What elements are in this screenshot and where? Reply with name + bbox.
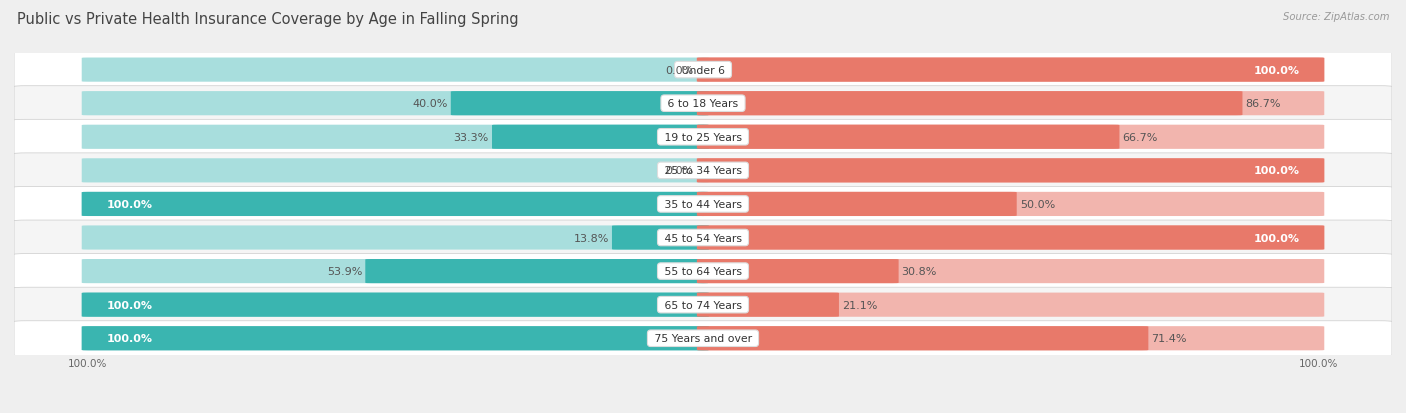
FancyBboxPatch shape [492,126,709,150]
FancyBboxPatch shape [82,326,709,351]
FancyBboxPatch shape [82,226,709,250]
Text: 0.0%: 0.0% [665,166,693,176]
FancyBboxPatch shape [697,126,1324,150]
FancyBboxPatch shape [697,92,1324,116]
FancyBboxPatch shape [14,154,1392,188]
FancyBboxPatch shape [697,159,1324,183]
Text: Source: ZipAtlas.com: Source: ZipAtlas.com [1282,12,1389,22]
FancyBboxPatch shape [82,326,709,351]
Text: 100.0%: 100.0% [107,199,152,209]
Text: 71.4%: 71.4% [1152,333,1187,344]
FancyBboxPatch shape [697,259,1324,283]
Text: 53.9%: 53.9% [326,266,363,276]
Text: 100.0%: 100.0% [107,333,152,344]
Text: 0.0%: 0.0% [665,65,693,76]
Text: 45 to 54 Years: 45 to 54 Years [661,233,745,243]
FancyBboxPatch shape [697,192,1324,216]
FancyBboxPatch shape [82,58,709,83]
Text: 21.1%: 21.1% [842,300,877,310]
Text: 19 to 25 Years: 19 to 25 Years [661,133,745,142]
FancyBboxPatch shape [14,53,1392,88]
Text: 65 to 74 Years: 65 to 74 Years [661,300,745,310]
Text: 30.8%: 30.8% [901,266,936,276]
FancyBboxPatch shape [14,187,1392,222]
FancyBboxPatch shape [697,326,1324,351]
FancyBboxPatch shape [14,321,1392,356]
FancyBboxPatch shape [697,58,1324,83]
FancyBboxPatch shape [14,86,1392,121]
FancyBboxPatch shape [14,120,1392,155]
FancyBboxPatch shape [82,192,709,216]
Text: 25 to 34 Years: 25 to 34 Years [661,166,745,176]
FancyBboxPatch shape [697,226,1324,250]
Text: 50.0%: 50.0% [1019,199,1054,209]
FancyBboxPatch shape [82,259,709,283]
Text: 13.8%: 13.8% [574,233,609,243]
Text: 66.7%: 66.7% [1122,133,1159,142]
FancyBboxPatch shape [697,159,1324,183]
FancyBboxPatch shape [612,226,709,250]
FancyBboxPatch shape [697,226,1324,250]
Text: 40.0%: 40.0% [412,99,447,109]
FancyBboxPatch shape [82,293,709,317]
FancyBboxPatch shape [82,192,709,216]
Text: 35 to 44 Years: 35 to 44 Years [661,199,745,209]
FancyBboxPatch shape [697,293,839,317]
FancyBboxPatch shape [14,221,1392,255]
FancyBboxPatch shape [82,92,709,116]
Text: 33.3%: 33.3% [454,133,489,142]
FancyBboxPatch shape [697,259,898,283]
FancyBboxPatch shape [14,254,1392,289]
Text: 100.0%: 100.0% [107,300,152,310]
FancyBboxPatch shape [697,326,1149,351]
Text: 55 to 64 Years: 55 to 64 Years [661,266,745,276]
FancyBboxPatch shape [14,287,1392,323]
Text: 86.7%: 86.7% [1246,99,1281,109]
FancyBboxPatch shape [697,192,1017,216]
FancyBboxPatch shape [697,126,1119,150]
Text: Public vs Private Health Insurance Coverage by Age in Falling Spring: Public vs Private Health Insurance Cover… [17,12,519,27]
FancyBboxPatch shape [82,293,709,317]
Text: 100.0%: 100.0% [1254,65,1299,76]
FancyBboxPatch shape [82,159,709,183]
Text: 100.0%: 100.0% [1254,166,1299,176]
Text: 100.0%: 100.0% [1254,233,1299,243]
FancyBboxPatch shape [697,293,1324,317]
Text: 6 to 18 Years: 6 to 18 Years [664,99,742,109]
FancyBboxPatch shape [82,126,709,150]
FancyBboxPatch shape [697,58,1324,83]
FancyBboxPatch shape [451,92,709,116]
Text: 75 Years and over: 75 Years and over [651,333,755,344]
FancyBboxPatch shape [697,92,1243,116]
Text: Under 6: Under 6 [678,65,728,76]
FancyBboxPatch shape [366,259,709,283]
